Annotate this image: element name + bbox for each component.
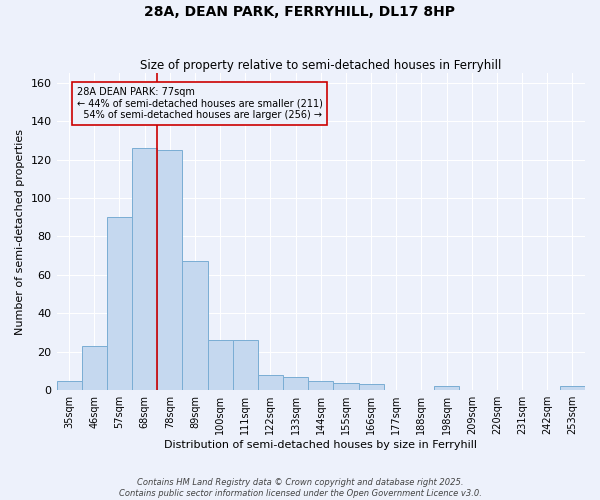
- Bar: [258, 375, 283, 390]
- Bar: [132, 148, 157, 390]
- Bar: [56, 380, 82, 390]
- Bar: [182, 262, 208, 390]
- Text: Contains HM Land Registry data © Crown copyright and database right 2025.
Contai: Contains HM Land Registry data © Crown c…: [119, 478, 481, 498]
- Bar: [560, 386, 585, 390]
- Text: 28A DEAN PARK: 77sqm
← 44% of semi-detached houses are smaller (211)
  54% of se: 28A DEAN PARK: 77sqm ← 44% of semi-detac…: [77, 86, 323, 120]
- Bar: [208, 340, 233, 390]
- Bar: [434, 386, 459, 390]
- Bar: [157, 150, 182, 390]
- Title: Size of property relative to semi-detached houses in Ferryhill: Size of property relative to semi-detach…: [140, 59, 502, 72]
- Bar: [82, 346, 107, 390]
- Text: 28A, DEAN PARK, FERRYHILL, DL17 8HP: 28A, DEAN PARK, FERRYHILL, DL17 8HP: [145, 5, 455, 19]
- X-axis label: Distribution of semi-detached houses by size in Ferryhill: Distribution of semi-detached houses by …: [164, 440, 477, 450]
- Bar: [107, 218, 132, 390]
- Bar: [334, 382, 359, 390]
- Y-axis label: Number of semi-detached properties: Number of semi-detached properties: [15, 128, 25, 334]
- Bar: [359, 384, 383, 390]
- Bar: [283, 377, 308, 390]
- Bar: [308, 380, 334, 390]
- Bar: [233, 340, 258, 390]
